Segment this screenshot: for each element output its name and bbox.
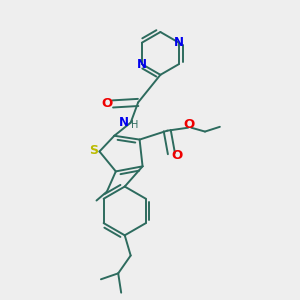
Text: O: O <box>183 118 194 130</box>
Text: O: O <box>171 148 182 162</box>
Text: S: S <box>90 143 99 157</box>
Text: N: N <box>174 36 184 49</box>
Text: N: N <box>119 116 129 129</box>
Text: O: O <box>102 97 113 110</box>
Text: N: N <box>137 58 147 70</box>
Text: H: H <box>131 120 139 130</box>
